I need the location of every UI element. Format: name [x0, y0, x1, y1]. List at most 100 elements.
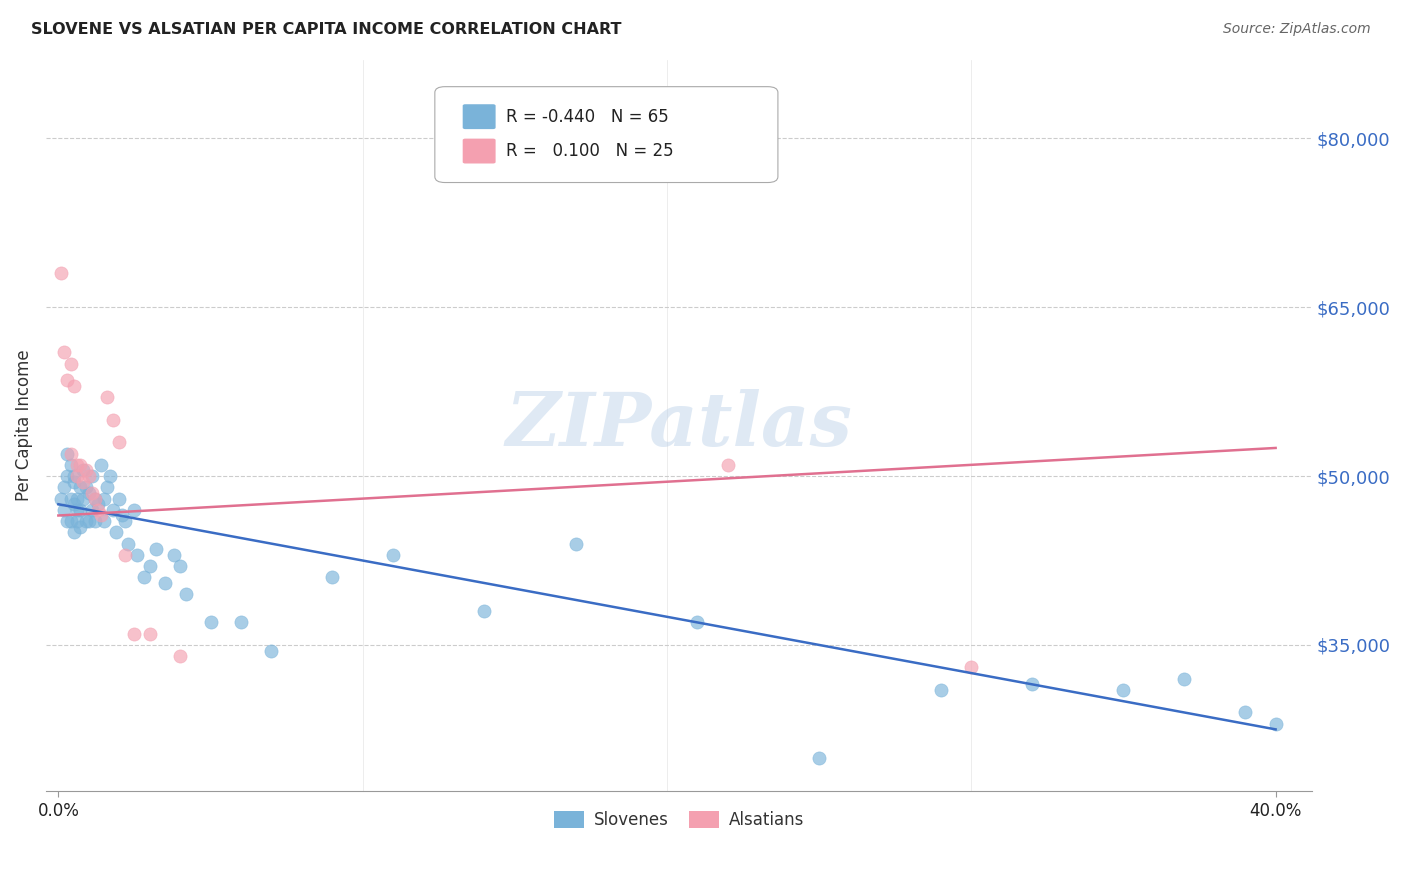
Point: [321, 570, 343, 584]
Point: [96, 480, 118, 494]
Point: [138, 559, 160, 574]
Point: [56, 446, 79, 460]
Text: R =   0.100   N = 25: R = 0.100 N = 25: [506, 142, 673, 160]
Point: [87, 503, 110, 517]
Point: [59, 357, 82, 371]
Point: [69, 458, 91, 472]
Point: [83, 514, 105, 528]
Point: [127, 548, 149, 562]
Point: [138, 626, 160, 640]
Point: [77, 514, 100, 528]
Point: [53, 503, 76, 517]
Text: SLOVENE VS ALSATIAN PER CAPITA INCOME CORRELATION CHART: SLOVENE VS ALSATIAN PER CAPITA INCOME CO…: [31, 22, 621, 37]
Point: [65, 503, 87, 517]
Point: [686, 615, 709, 630]
Point: [62, 525, 84, 540]
Point: [69, 480, 91, 494]
Point: [929, 683, 952, 698]
Point: [90, 458, 112, 472]
Point: [90, 508, 112, 523]
Point: [69, 503, 91, 517]
Point: [93, 514, 115, 528]
Point: [124, 626, 146, 640]
Point: [145, 542, 167, 557]
Point: [62, 379, 84, 393]
Point: [564, 536, 586, 550]
Point: [83, 491, 105, 506]
Point: [808, 750, 831, 764]
FancyBboxPatch shape: [463, 104, 495, 129]
Point: [65, 491, 87, 506]
Point: [717, 458, 740, 472]
Point: [77, 469, 100, 483]
Point: [87, 497, 110, 511]
Text: Source: ZipAtlas.com: Source: ZipAtlas.com: [1223, 22, 1371, 37]
Point: [51, 491, 73, 506]
Point: [114, 514, 136, 528]
Y-axis label: Per Capita Income: Per Capita Income: [15, 350, 32, 501]
Point: [72, 475, 94, 489]
Point: [108, 435, 131, 450]
Point: [59, 446, 82, 460]
Legend: Slovenes, Alsatians: Slovenes, Alsatians: [547, 804, 811, 836]
Point: [75, 463, 97, 477]
Point: [59, 458, 82, 472]
Point: [117, 536, 139, 550]
Point: [169, 649, 191, 664]
Point: [98, 469, 121, 483]
Point: [75, 514, 97, 528]
Point: [83, 491, 105, 506]
Point: [62, 475, 84, 489]
Text: R = -0.440   N = 65: R = -0.440 N = 65: [506, 108, 668, 126]
Point: [77, 486, 100, 500]
Point: [174, 587, 197, 601]
Point: [124, 503, 146, 517]
Point: [53, 345, 76, 359]
Point: [105, 525, 128, 540]
Point: [65, 514, 87, 528]
Point: [108, 491, 131, 506]
Point: [1264, 716, 1286, 731]
Point: [72, 491, 94, 506]
Point: [260, 643, 283, 657]
Point: [80, 469, 103, 483]
Point: [1021, 677, 1043, 691]
Point: [80, 503, 103, 517]
Point: [382, 548, 405, 562]
Point: [51, 267, 73, 281]
Point: [132, 570, 155, 584]
Point: [56, 469, 79, 483]
Point: [229, 615, 252, 630]
Point: [200, 615, 222, 630]
Point: [72, 463, 94, 477]
Point: [59, 514, 82, 528]
Text: ZIPatlas: ZIPatlas: [506, 389, 852, 462]
Point: [93, 491, 115, 506]
Point: [169, 559, 191, 574]
Point: [53, 480, 76, 494]
Point: [163, 548, 186, 562]
FancyBboxPatch shape: [434, 87, 778, 183]
Point: [75, 480, 97, 494]
Point: [69, 520, 91, 534]
Point: [474, 604, 496, 618]
Point: [101, 503, 124, 517]
Point: [1173, 672, 1195, 686]
Point: [96, 390, 118, 404]
Point: [960, 660, 983, 674]
Point: [1112, 683, 1135, 698]
Point: [1234, 706, 1257, 720]
Point: [114, 548, 136, 562]
Point: [62, 469, 84, 483]
Point: [101, 413, 124, 427]
Point: [80, 486, 103, 500]
Point: [65, 469, 87, 483]
Point: [111, 508, 134, 523]
Point: [56, 514, 79, 528]
FancyBboxPatch shape: [463, 138, 495, 163]
Point: [59, 491, 82, 506]
Point: [62, 497, 84, 511]
Point: [56, 373, 79, 387]
Point: [153, 576, 176, 591]
Point: [65, 458, 87, 472]
